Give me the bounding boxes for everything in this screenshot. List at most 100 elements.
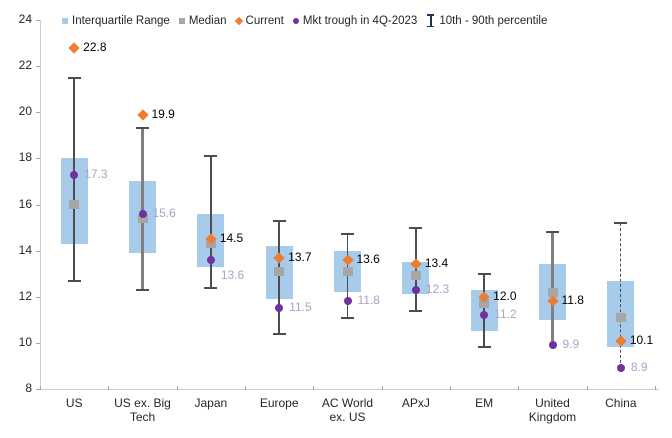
trough-value-label-japan: 13.6	[220, 267, 245, 282]
legend-item-10th-90th-percentile: 10th - 90th percentile	[426, 14, 547, 27]
median-marker-china	[615, 313, 626, 322]
x-axis-tick-mark	[245, 386, 246, 390]
x-axis-category-label-japan: Japan	[194, 396, 228, 410]
square-icon	[62, 17, 68, 24]
y-axis-tick-mark	[36, 112, 40, 114]
whisker-cap-high-europe	[272, 219, 286, 222]
whisker-line-em	[483, 273, 485, 348]
current-marker-us	[68, 42, 80, 54]
legend-label: Median	[188, 14, 227, 27]
current-value-label-apxj: 13.4	[424, 256, 449, 271]
y-axis-tick-mark	[36, 158, 40, 160]
whisker-cap-low-japan	[204, 286, 218, 289]
y-axis-tick-label: 20	[18, 104, 32, 119]
trough-marker-us	[70, 170, 79, 179]
y-axis-tick-label: 12	[18, 288, 32, 303]
x-axis-tick-mark	[586, 386, 588, 390]
x-axis-category-label-us: US	[65, 396, 83, 410]
median-marker-ac-world-ex-us	[342, 266, 353, 276]
legend-item-interquartile-range: Interquartile Range	[62, 15, 170, 27]
trough-value-label-em: 11.2	[494, 307, 517, 322]
x-axis-category-label-apxj: APxJ	[401, 396, 430, 410]
median-marker-us-ex-big-tech	[137, 213, 148, 223]
whisker-cap-high-china	[614, 221, 628, 224]
x-axis-tick-mark	[313, 386, 315, 390]
x-axis-tick-mark	[450, 386, 451, 390]
y-axis-tick-label: 8	[25, 381, 32, 395]
trough-value-label-china: 8.9	[630, 360, 648, 375]
trough-marker-europe	[275, 304, 284, 313]
whisker-cap-high-apxj	[409, 226, 423, 229]
whisker-cap-high-us-ex-big-tech	[136, 127, 149, 130]
trough-value-label-apxj: 12.3	[425, 281, 450, 296]
whisker-cap-high-japan	[204, 155, 218, 158]
whisker-cap-low-us-ex-big-tech	[136, 288, 149, 291]
y-axis-tick-mark	[36, 204, 40, 206]
diamond-icon	[234, 16, 243, 25]
trough-marker-ac-world-ex-us	[343, 297, 352, 306]
x-axis-tick-mark	[518, 386, 520, 390]
x-axis-line	[40, 389, 659, 390]
legend-label: Interquartile Range	[72, 14, 170, 27]
y-axis-tick-label: 10	[18, 334, 32, 349]
x-axis-category-label-china: China	[605, 396, 637, 410]
errorbar-icon	[426, 14, 435, 27]
whisker-cap-low-us	[67, 279, 81, 282]
whisker-cap-high-ac-world-ex-us	[341, 233, 354, 236]
current-value-label-us-ex-big-tech: 19.9	[151, 106, 175, 121]
x-axis-tick-mark	[40, 386, 41, 390]
current-value-label-china: 10.1	[629, 332, 654, 347]
x-axis-tick-mark	[176, 386, 178, 390]
current-value-label-us: 22.8	[83, 39, 107, 54]
trough-marker-apxj	[411, 285, 420, 294]
whisker-line-europe	[278, 220, 280, 334]
whisker-line-us	[73, 77, 75, 281]
whisker-cap-high-united-kingdom	[546, 231, 559, 234]
circle-icon	[292, 17, 299, 24]
whisker-line-china	[620, 222, 622, 369]
trough-value-label-europe: 11.5	[289, 300, 312, 315]
y-axis-tick-mark	[36, 296, 40, 298]
square-icon	[178, 17, 185, 24]
trough-value-label-us-ex-big-tech: 15.6	[152, 205, 176, 220]
y-axis-tick-mark	[36, 342, 40, 344]
current-value-label-japan: 14.5	[219, 231, 244, 246]
x-axis-tick-mark	[655, 386, 656, 390]
y-axis-tick-label: 16	[18, 196, 32, 211]
legend-item-mkt-trough-in-4q-2023: Mkt trough in 4Q-2023	[292, 14, 418, 27]
x-axis-tick-mark	[381, 386, 383, 390]
y-axis-tick-mark	[36, 389, 40, 390]
whisker-line-ac-world-ex-us	[346, 234, 349, 318]
legend-label: Mkt trough in 4Q-2023	[302, 14, 418, 27]
whisker-cap-high-em	[477, 272, 491, 275]
whisker-cap-low-europe	[272, 332, 286, 335]
y-axis-line	[40, 20, 41, 389]
legend-label: Current	[245, 14, 284, 27]
median-marker-apxj	[410, 271, 421, 281]
median-marker-em	[479, 299, 490, 309]
legend-item-current: Current	[234, 14, 284, 27]
y-axis-tick-label: 18	[18, 150, 32, 165]
y-axis-tick-label: 22	[18, 58, 32, 73]
current-marker-us-ex-big-tech	[136, 108, 149, 121]
x-axis-category-label-em: EM	[475, 396, 494, 410]
whisker-cap-low-apxj	[409, 309, 423, 312]
trough-marker-china	[616, 364, 625, 373]
y-axis-tick-mark	[36, 20, 40, 21]
x-axis-tick-mark	[108, 386, 110, 390]
median-marker-europe	[274, 266, 285, 276]
whisker-cap-low-em	[477, 346, 491, 349]
trough-value-label-us: 17.3	[84, 166, 108, 181]
trough-marker-japan	[206, 255, 215, 264]
y-axis-tick-label: 14	[18, 242, 32, 257]
x-axis-category-label-us-ex-big-tech: US ex. Big Tech	[114, 396, 171, 425]
y-axis-tick-label: 24	[18, 12, 32, 26]
whisker-line-us-ex-big-tech	[141, 128, 144, 290]
legend-label: 10th - 90th percentile	[439, 14, 548, 27]
trough-marker-em	[480, 311, 489, 320]
current-value-label-europe: 13.7	[288, 249, 312, 264]
whisker-cap-high-us	[67, 76, 81, 79]
current-value-label-ac-world-ex-us: 13.6	[356, 251, 380, 266]
chart-legend: Interquartile Range Median Current Mkt trou…	[62, 14, 547, 27]
